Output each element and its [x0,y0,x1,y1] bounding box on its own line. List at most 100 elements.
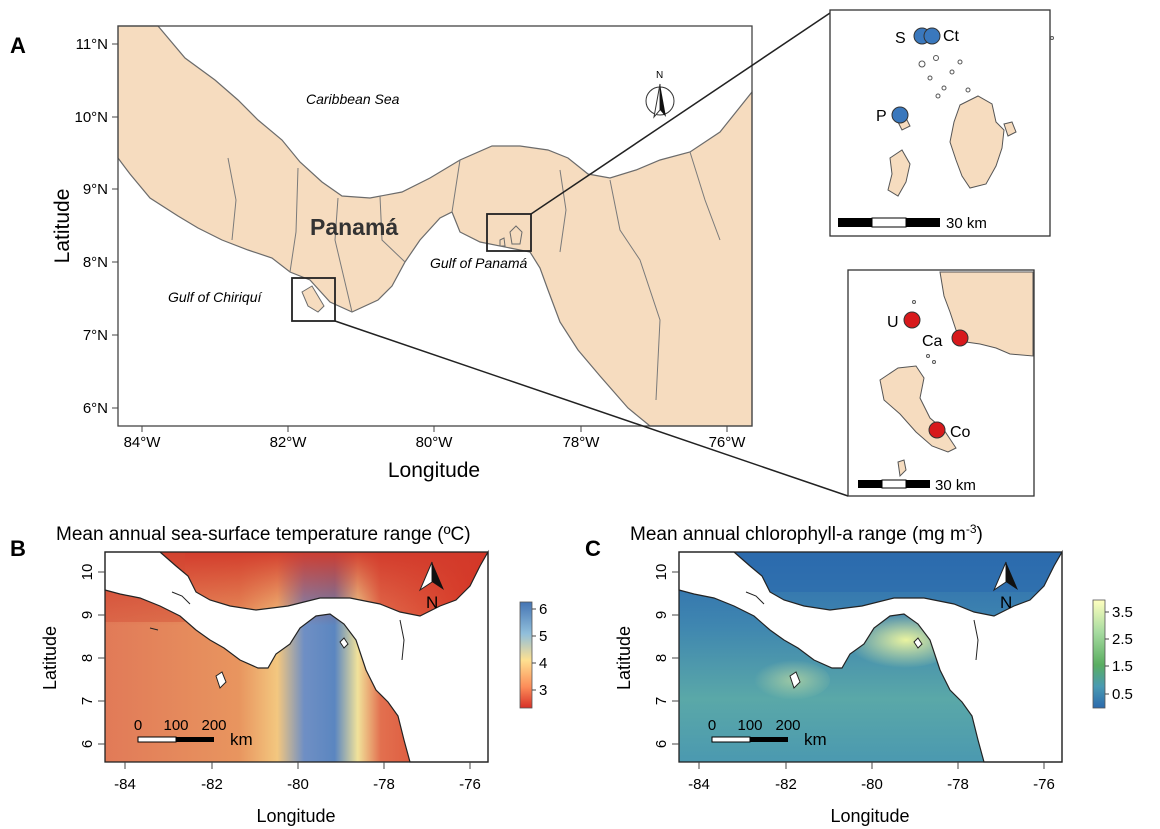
panel-c: C Mean annual chlorophyll-a range (mg m-… [585,522,1133,826]
svg-text:4: 4 [539,655,547,672]
panel-c-y-ticks: 10 9 8 7 6 [653,564,679,748]
svg-text:10: 10 [653,564,670,581]
panel-c-letter: C [585,536,601,561]
panel-a-y-title: Latitude [51,189,74,264]
site-marker-u [903,311,921,329]
connector-bottom [334,320,849,497]
panel-b-y-title: Latitude [40,626,60,690]
panel-b-scale: 0 100 200 km [134,717,253,749]
svg-text:7: 7 [79,697,96,705]
svg-text:8: 8 [653,654,670,662]
svg-text:-80: -80 [287,776,309,793]
caribbean-sea-label: Caribbean Sea [306,91,400,107]
gulf-panama-label: Gulf of Panamá [430,255,527,271]
svg-text:200: 200 [775,717,800,734]
panel-b-land [104,549,489,763]
svg-text:6: 6 [79,740,96,748]
svg-text:9: 9 [79,611,96,619]
panel-b-legend: 6 5 4 3 [519,601,547,709]
panel-b-letter: B [10,536,26,561]
svg-text:10: 10 [79,564,96,581]
svg-text:1.5: 1.5 [1112,658,1133,675]
panel-c-frame [678,551,1063,763]
gulf-chiriqui-box [291,277,336,322]
svg-text:11°N: 11°N [76,36,108,53]
svg-text:8: 8 [79,654,96,662]
site-label-u: U [887,314,899,331]
panel-b-title: Mean annual sea-surface temperature rang… [56,524,471,545]
inset-bottom-rocks [912,300,936,364]
svg-text:km: km [230,730,253,749]
inset-top-rocks [918,36,1054,99]
country-label: Panamá [310,214,398,240]
site-label-s: S [895,30,906,47]
svg-text:8°N: 8°N [83,254,108,271]
panel-c-x-title: Longitude [830,806,909,826]
inset-bottom-sites: U Ca Co [887,311,971,441]
svg-text:76°W: 76°W [709,434,747,451]
svg-text:6: 6 [539,601,547,618]
panel-a-letter: A [10,33,26,58]
svg-text:-82: -82 [775,776,797,793]
gulf-chiriqui-label: Gulf of Chiriquí [168,289,263,305]
inset-top-islet-1 [1003,121,1017,137]
svg-text:100: 100 [737,717,762,734]
panel-a-frame [117,25,753,427]
svg-text:84°W: 84°W [124,434,162,451]
svg-text:5: 5 [539,628,547,645]
svg-text:78°W: 78°W [563,434,601,451]
svg-text:-76: -76 [459,776,481,793]
pearl-islands [499,225,523,247]
connector-top [530,12,831,215]
inset-bottom: U Ca Co 30 km [847,269,1035,497]
site-label-ct: Ct [943,28,960,45]
svg-text:6: 6 [653,740,670,748]
north-arrow-c: N [992,561,1018,612]
svg-text:9°N: 9°N [83,181,108,198]
svg-text:0.5: 0.5 [1112,686,1133,703]
site-label-ca: Ca [922,333,943,350]
site-marker-p [891,106,909,124]
svg-text:2.5: 2.5 [1112,631,1133,648]
panel-b: B Mean annual sea-surface temperature ra… [10,524,547,826]
province-lines [227,151,721,401]
inset-top-frame [829,9,1051,237]
panel-a-x-ticks: 84°W 82°W 80°W 78°W 76°W [124,426,747,451]
svg-text:200: 200 [201,717,226,734]
svg-text:N: N [1000,593,1012,612]
panel-c-scale: 0 100 200 km [708,717,827,749]
panel-c-x-ticks: -84 -82 -80 -78 -76 [688,762,1055,793]
svg-text:-82: -82 [201,776,223,793]
site-label-co: Co [950,424,971,441]
coiba-island [301,285,325,313]
svg-text:-78: -78 [947,776,969,793]
panel-c-title: Mean annual chlorophyll-a range (mg m-3) [630,522,983,545]
svg-text:km: km [804,730,827,749]
svg-text:7°N: 7°N [83,327,108,344]
inset-top: S Ct P 30 km [829,9,1054,237]
svg-text:10°N: 10°N [74,109,108,126]
panel-c-y-title: Latitude [614,626,634,690]
inset-bottom-islet [897,459,907,478]
site-label-p: P [876,108,887,125]
svg-text:30 km: 30 km [935,477,976,494]
svg-text:-84: -84 [114,776,136,793]
panel-b-x-ticks: -84 -82 -80 -78 -76 [114,762,481,793]
svg-text:9: 9 [653,611,670,619]
svg-text:0: 0 [134,717,142,734]
north-arrow-b: N [418,561,444,612]
svg-text:6°N: 6°N [83,400,108,417]
panel-a-y-ticks: 11°N 10°N 9°N 8°N 7°N 6°N [74,36,118,417]
panel-a-x-title: Longitude [388,459,480,482]
panel-b-y-ticks: 10 9 8 7 6 [79,564,105,748]
inset-top-large-island [949,95,1005,189]
inset-top-scale: 30 km [838,215,987,232]
panel-c-land [678,549,1063,763]
site-marker-ct [923,27,941,45]
gulf-panama-box [486,213,532,252]
svg-text:N: N [426,593,438,612]
svg-text:82°W: 82°W [270,434,308,451]
svg-text:100: 100 [163,717,188,734]
svg-text:3: 3 [539,682,547,699]
site-marker-ca [951,329,969,347]
